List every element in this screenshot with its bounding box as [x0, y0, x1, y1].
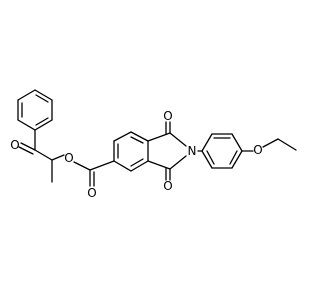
atom-label: O	[10, 138, 19, 152]
bonds	[17, 89, 297, 187]
atom-label: O	[64, 151, 73, 165]
atom-label: O	[163, 109, 172, 123]
atom-label: O	[163, 179, 172, 193]
atom-label: O	[87, 186, 96, 200]
atom-labels: O O O O N O O	[10, 109, 262, 200]
atom-label: N	[188, 144, 197, 158]
molecule-diagram: O O O O N O O	[10, 89, 297, 200]
atom-label: O	[253, 143, 262, 157]
